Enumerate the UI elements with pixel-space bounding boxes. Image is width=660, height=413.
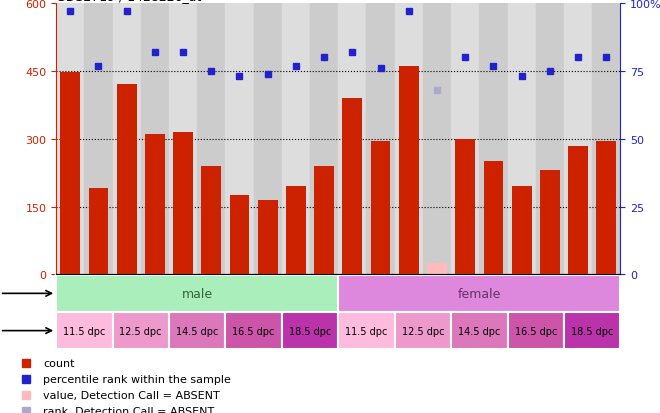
Text: 12.5 dpc: 12.5 dpc (402, 326, 444, 336)
Bar (145, 135, 165, 275)
Text: value, Detection Call = ABSENT: value, Detection Call = ABSENT (43, 390, 220, 400)
Bar (225, 313, 282, 349)
Bar (536, 4, 564, 275)
Bar (88, 189, 108, 275)
Text: rank, Detection Call = ABSENT: rank, Detection Call = ABSENT (43, 406, 214, 413)
Bar (564, 313, 620, 349)
Text: 16.5 dpc: 16.5 dpc (232, 326, 275, 336)
Bar (564, 4, 592, 275)
Bar (540, 171, 560, 275)
Text: 11.5 dpc: 11.5 dpc (345, 326, 387, 336)
Text: 12.5 dpc: 12.5 dpc (119, 326, 162, 336)
Bar (597, 142, 616, 275)
Text: 16.5 dpc: 16.5 dpc (515, 326, 557, 336)
Bar (230, 196, 249, 275)
Bar (84, 4, 112, 275)
Bar (258, 200, 278, 275)
Bar (338, 4, 366, 275)
Bar (395, 4, 423, 275)
Bar (117, 85, 137, 275)
Bar (286, 187, 306, 275)
Text: 11.5 dpc: 11.5 dpc (63, 326, 106, 336)
Bar (314, 166, 334, 275)
Bar (310, 4, 338, 275)
Bar (479, 4, 508, 275)
Bar (395, 313, 451, 349)
Text: percentile rank within the sample: percentile rank within the sample (43, 374, 231, 384)
Bar (592, 4, 620, 275)
Text: male: male (182, 287, 213, 300)
Bar (484, 162, 504, 275)
Bar (423, 4, 451, 275)
Bar (169, 4, 197, 275)
Bar (451, 4, 479, 275)
Bar (60, 73, 80, 275)
Text: 18.5 dpc: 18.5 dpc (571, 326, 613, 336)
Bar (56, 4, 84, 275)
Bar (512, 187, 531, 275)
Bar (112, 4, 141, 275)
Bar (338, 275, 620, 312)
Bar (173, 133, 193, 275)
Text: GDS2719 / 1428226_at: GDS2719 / 1428226_at (56, 0, 201, 3)
Bar (508, 4, 536, 275)
Bar (399, 67, 418, 275)
Bar (225, 4, 253, 275)
Bar (282, 313, 338, 349)
Text: 14.5 dpc: 14.5 dpc (458, 326, 500, 336)
Bar (253, 4, 282, 275)
Bar (197, 4, 226, 275)
Bar (455, 140, 475, 275)
Bar (371, 142, 391, 275)
Bar (451, 313, 508, 349)
Bar (427, 263, 447, 275)
Bar (366, 4, 395, 275)
Bar (282, 4, 310, 275)
Bar (169, 313, 225, 349)
Bar (56, 275, 338, 312)
Text: 18.5 dpc: 18.5 dpc (289, 326, 331, 336)
Text: female: female (457, 287, 501, 300)
Text: 14.5 dpc: 14.5 dpc (176, 326, 218, 336)
Bar (508, 313, 564, 349)
Bar (56, 313, 112, 349)
Bar (201, 166, 221, 275)
Bar (141, 4, 169, 275)
Bar (343, 99, 362, 275)
Bar (568, 146, 588, 275)
Text: count: count (43, 358, 75, 368)
Bar (338, 313, 395, 349)
Bar (112, 313, 169, 349)
